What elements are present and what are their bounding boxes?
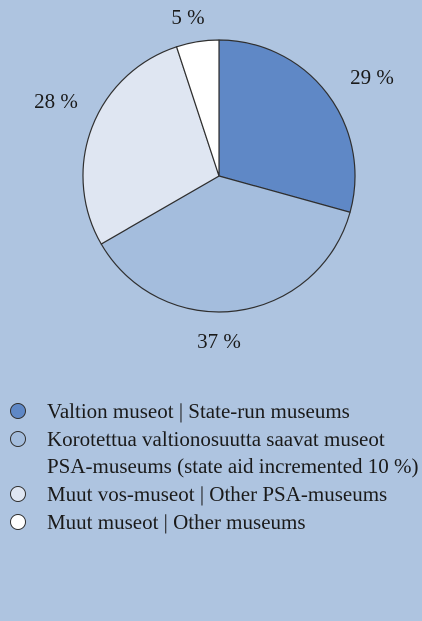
slice-label-2: 37 % — [197, 329, 241, 353]
pie-chart: 29 % 37 % 28 % 5 % — [34, 5, 394, 353]
pie-slice-1 — [218, 39, 356, 213]
legend-swatch-icon — [10, 403, 26, 419]
legend-swatch-icon — [10, 431, 26, 447]
legend-label: Valtion museot | State-run museums — [47, 399, 350, 423]
legend-item-4: Muut museot | Other museums — [10, 509, 422, 536]
legend-label: Muut vos-museot | Other PSA-museums — [47, 482, 388, 506]
slice-label-1: 29 % — [350, 65, 394, 89]
legend-item-1: Valtion museot | State-run museums — [10, 398, 422, 425]
legend-swatch-icon — [10, 486, 26, 502]
slice-label-3: 28 % — [34, 89, 78, 113]
pie-slice-2 — [100, 175, 351, 313]
chart-legend: Valtion museot | State-run museums Korote… — [10, 398, 422, 537]
legend-item-3: Muut vos-museot | Other PSA-museums — [10, 481, 422, 508]
slice-label-4: 5 % — [171, 5, 204, 29]
legend-swatch-icon — [10, 514, 26, 530]
pie-slice-4 — [175, 39, 220, 177]
legend-label: Korotettua valtionosuutta saavat museot … — [47, 427, 419, 478]
pie-slice-3 — [82, 46, 220, 245]
legend-label: Muut museot | Other museums — [47, 510, 306, 534]
legend-item-2: Korotettua valtionosuutta saavat museot … — [10, 426, 422, 480]
